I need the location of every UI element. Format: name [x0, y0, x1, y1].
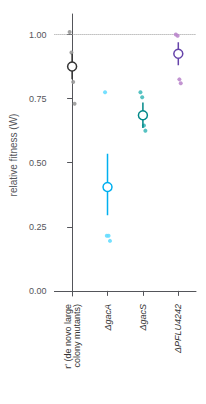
- svg-text:ΔgacS: ΔgacS: [138, 304, 148, 332]
- svg-text:0.25: 0.25: [29, 222, 47, 232]
- svg-text:0.00: 0.00: [29, 286, 47, 296]
- svg-text:0.75: 0.75: [29, 94, 47, 104]
- svg-text:0.50: 0.50: [29, 158, 47, 168]
- svg-text:colony mutants): colony mutants): [72, 304, 82, 368]
- svg-text:1.00: 1.00: [29, 30, 47, 40]
- svg-text:ΔgacA: ΔgacA: [103, 304, 113, 332]
- svg-text:ΔPFLU4242: ΔPFLU4242: [173, 304, 183, 354]
- svg-text:r' (de novo large: r' (de novo large: [62, 304, 73, 369]
- svg-text:relative fitness (W): relative fitness (W): [8, 114, 19, 197]
